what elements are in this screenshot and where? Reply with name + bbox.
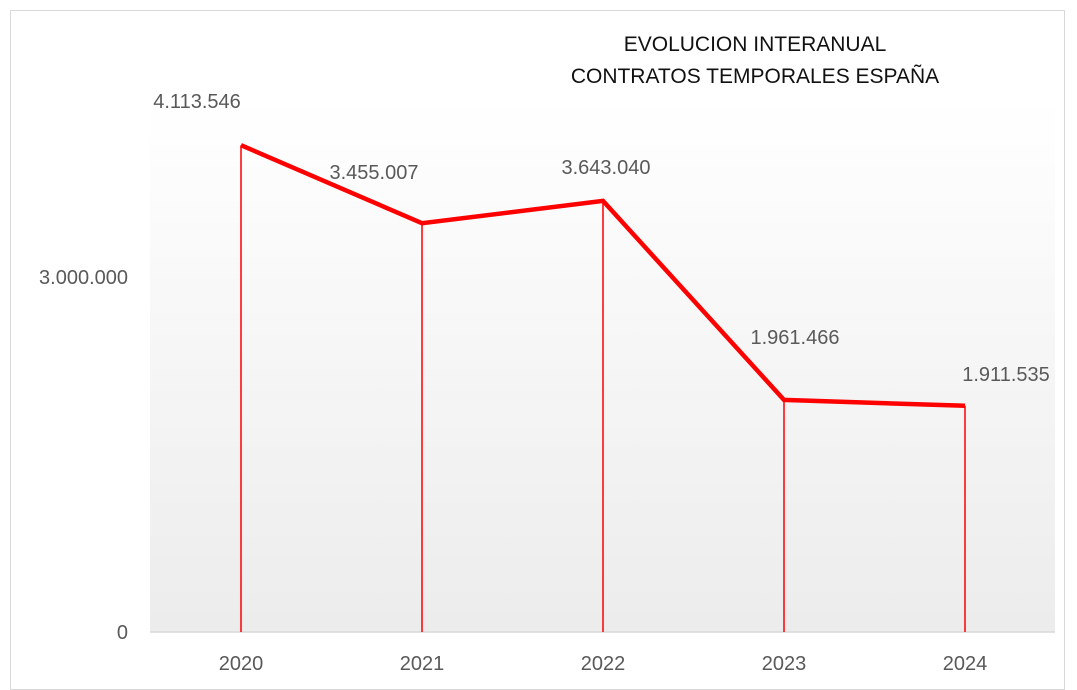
y-tick-label-1: 3.000.000	[39, 267, 128, 289]
x-tick-label-2023: 2023	[762, 653, 807, 675]
x-tick-label-2022: 2022	[581, 653, 626, 675]
data-label-2023: 1.961.466	[751, 327, 840, 349]
y-tick-label-0: 0	[117, 622, 128, 644]
data-label-2022: 3.643.040	[562, 157, 651, 179]
series-line	[240, 143, 966, 409]
x-tick-label-2021: 2021	[400, 653, 445, 675]
data-label-2020: 4.113.546	[153, 91, 241, 113]
chart-title-line-1: EVOLUCION INTERANUAL	[624, 33, 887, 56]
data-label-2024: 1.911.535	[962, 364, 1050, 386]
chart-title-line-2: CONTRATOS TEMPORALES ESPAÑA	[571, 64, 939, 88]
data-label-2021: 3.455.007	[330, 162, 419, 184]
x-tick-label-2020: 2020	[219, 653, 264, 675]
x-tick-label-2024: 2024	[943, 653, 988, 675]
